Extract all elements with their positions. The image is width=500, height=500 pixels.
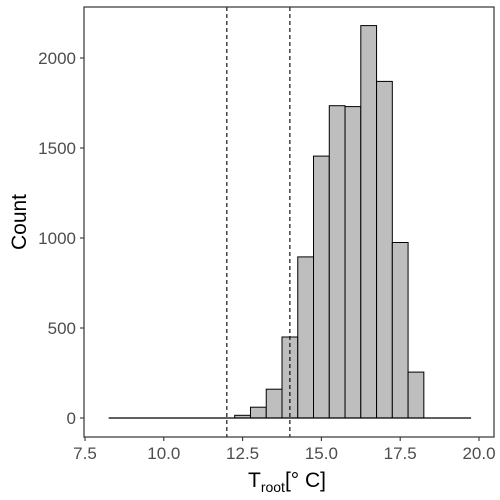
x-axis-title-base: T bbox=[248, 469, 261, 492]
x-tick-label: 10.0 bbox=[147, 444, 180, 463]
y-axis-title: Count bbox=[8, 194, 31, 250]
histogram-bar bbox=[376, 80, 393, 419]
x-tick-label: 17.5 bbox=[384, 444, 417, 463]
bars-layer bbox=[234, 25, 425, 419]
histogram-bar bbox=[297, 256, 315, 419]
x-tick-label: 15.0 bbox=[305, 444, 338, 463]
x-axis-ticks: 7.5 10.0 12.5 15.0 17.5 20.0 bbox=[73, 437, 496, 463]
x-tick-label: 12.5 bbox=[226, 444, 259, 463]
x-tick-label: 20.0 bbox=[462, 444, 495, 463]
plot-panel-border bbox=[83, 6, 495, 438]
histogram-bar bbox=[407, 371, 425, 419]
y-tick-label: 1000 bbox=[38, 229, 76, 248]
y-tick-label: 1500 bbox=[38, 139, 76, 158]
histogram-bar bbox=[344, 106, 362, 419]
y-axis-ticks: 0 500 1000 1500 2000 bbox=[38, 49, 84, 428]
histogram-bar bbox=[313, 155, 330, 419]
x-axis-title: Troot[° C] bbox=[248, 469, 326, 495]
reference-lines bbox=[226, 7, 291, 437]
x-axis-title-suffix: [° C] bbox=[285, 469, 326, 492]
y-tick-label: 2000 bbox=[38, 49, 76, 68]
histogram-bar bbox=[360, 25, 378, 419]
histogram-bar bbox=[281, 336, 299, 419]
histogram-bar bbox=[249, 406, 267, 419]
histogram-bar bbox=[265, 388, 283, 419]
y-tick-label: 500 bbox=[48, 319, 76, 338]
histogram-bar bbox=[391, 242, 409, 419]
x-tick-label: 7.5 bbox=[73, 444, 97, 463]
histogram-bar bbox=[328, 105, 346, 419]
y-tick-label: 0 bbox=[67, 409, 76, 428]
x-axis-title-subscript: root bbox=[261, 479, 285, 495]
